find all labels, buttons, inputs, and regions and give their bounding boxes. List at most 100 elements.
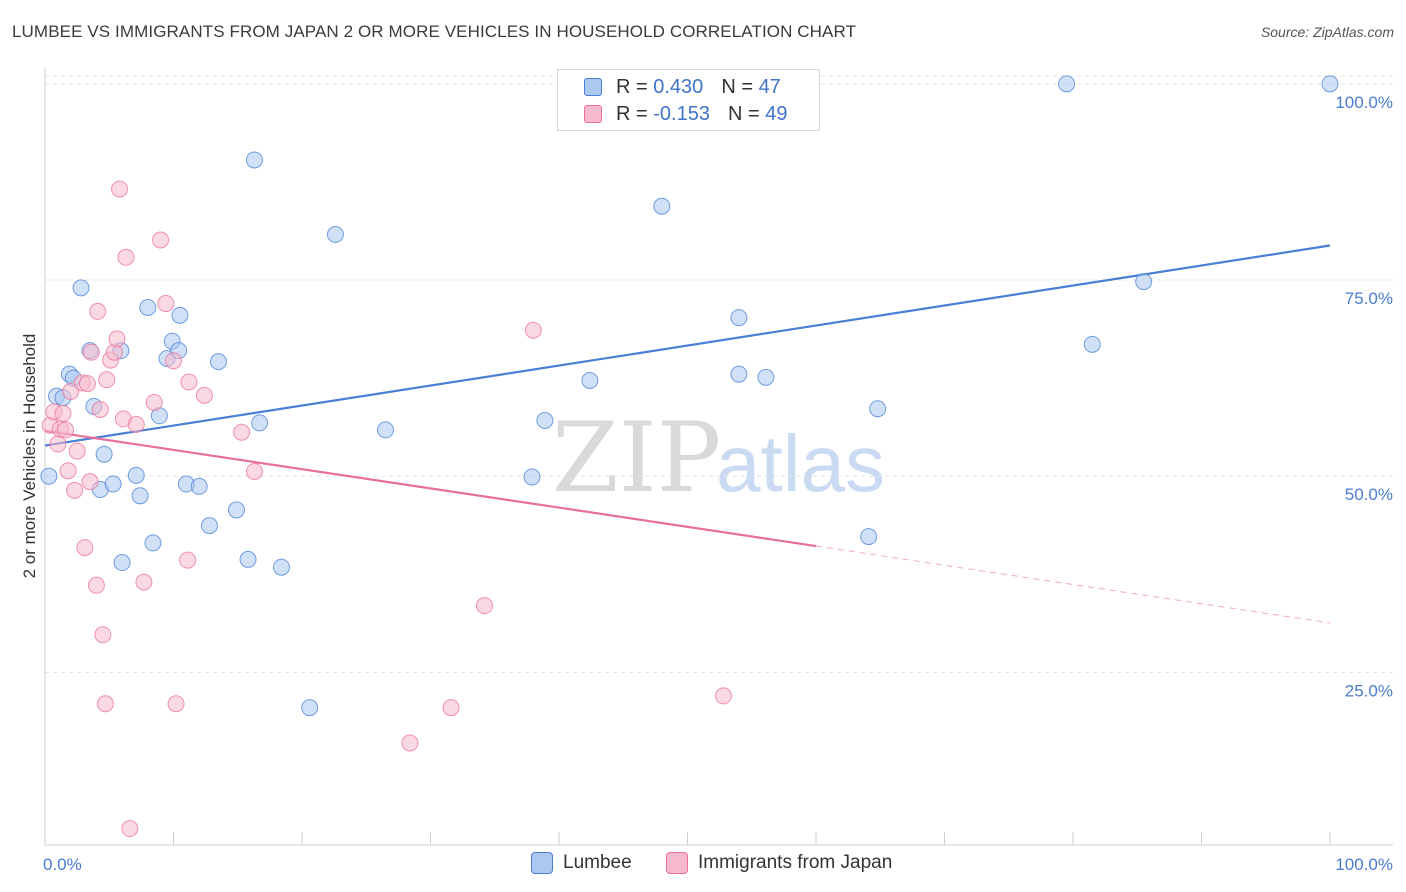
point-japan-37	[195, 386, 213, 404]
point-japan-17	[91, 400, 109, 418]
y-tick-label-50: 50.0%	[1345, 485, 1393, 504]
lumbee-swatch	[584, 78, 602, 96]
point-japan-27	[121, 820, 139, 838]
point-lumbee-45	[1135, 273, 1153, 291]
y-tick-label-100: 100.0%	[1335, 93, 1393, 112]
point-japan-4	[54, 404, 72, 422]
watermark: ZIP atlas	[552, 402, 885, 514]
point-japan-34	[167, 695, 185, 713]
point-japan-35	[179, 551, 197, 569]
point-lumbee-10	[104, 475, 122, 493]
point-lumbee-31	[301, 699, 319, 717]
japan-swatch	[584, 105, 602, 123]
point-lumbee-42	[869, 400, 887, 418]
point-japan-44	[714, 687, 732, 705]
x-tick-label-max: 100.0%	[1335, 855, 1393, 874]
r-label: R =	[616, 102, 648, 125]
point-lumbee-29	[251, 414, 269, 432]
point-japan-20	[98, 371, 116, 389]
legend-label: Immigrants from Japan	[698, 852, 893, 873]
y-tick-label-75: 75.0%	[1345, 289, 1393, 308]
point-japan-24	[111, 180, 129, 198]
point-japan-40	[401, 734, 419, 752]
point-lumbee-16	[144, 534, 162, 552]
trend-extension-japan	[815, 545, 1331, 624]
point-japan-38	[233, 423, 251, 441]
trend-line-lumbee	[44, 244, 1331, 447]
point-lumbee-43	[1058, 75, 1076, 93]
point-japan-39	[245, 462, 263, 480]
y-axis-label: 2 or more Vehicles in Household	[20, 334, 39, 579]
n-label: N =	[727, 102, 760, 125]
trend-lines	[44, 244, 1331, 624]
point-lumbee-35	[536, 411, 554, 429]
point-lumbee-41	[860, 528, 878, 546]
point-japan-41	[442, 699, 460, 717]
point-lumbee-25	[209, 353, 227, 371]
point-japan-42	[475, 597, 493, 615]
point-lumbee-21	[171, 306, 189, 324]
point-japan-31	[152, 231, 170, 249]
point-lumbee-26	[227, 501, 245, 519]
point-lumbee-40	[757, 368, 775, 386]
point-japan-9	[68, 442, 86, 460]
point-lumbee-13	[127, 466, 145, 484]
point-japan-26	[117, 248, 135, 266]
source-credit: Source: ZipAtlas.com	[1260, 24, 1394, 40]
chart-title: LUMBEE VS IMMIGRANTS FROM JAPAN 2 OR MOR…	[12, 22, 857, 41]
point-lumbee-36	[581, 371, 599, 389]
stats-legend: R = 0.430 N = 47 R = -0.153 N = 49	[557, 69, 820, 131]
point-japan-5	[57, 421, 75, 439]
point-lumbee-5	[72, 279, 90, 297]
point-japan-36	[180, 373, 198, 391]
point-lumbee-27	[239, 550, 257, 568]
point-lumbee-33	[377, 421, 395, 439]
watermark-zip: ZIP	[552, 402, 721, 514]
point-japan-30	[145, 393, 163, 411]
legend-item-lumbee[interactable]: Lumbee	[531, 852, 632, 874]
r-label: R =	[616, 75, 648, 98]
point-lumbee-46	[1321, 75, 1339, 93]
point-japan-12	[78, 375, 96, 393]
r-value: -0.153	[653, 102, 710, 125]
point-lumbee-34	[523, 468, 541, 486]
point-lumbee-12	[113, 554, 131, 572]
point-lumbee-39	[730, 365, 748, 383]
point-japan-33	[165, 352, 182, 370]
stats-row-japan: R = -0.153 N = 49	[584, 102, 787, 126]
lumbee-swatch	[531, 852, 553, 874]
watermark-atlas: atlas	[716, 419, 885, 508]
point-lumbee-15	[139, 298, 157, 316]
point-lumbee-44	[1083, 335, 1101, 353]
point-japan-18	[94, 626, 112, 644]
axes	[44, 68, 1393, 846]
point-lumbee-37	[653, 197, 671, 215]
y-tick-label-25: 25.0%	[1345, 681, 1393, 700]
point-japan-15	[87, 576, 105, 594]
data-points	[40, 75, 1339, 838]
point-japan-14	[82, 343, 100, 361]
point-lumbee-30	[272, 558, 290, 576]
point-lumbee-38	[730, 309, 748, 327]
point-japan-6	[59, 462, 77, 480]
x-tick-labels: 0.0% 100.0%	[43, 855, 1393, 874]
point-lumbee-23	[190, 477, 208, 495]
n-label: N =	[721, 75, 753, 98]
stats-row-lumbee: R = 0.430 N = 47	[584, 75, 781, 99]
point-japan-8	[66, 481, 84, 499]
point-japan-13	[81, 473, 99, 491]
gridlines	[45, 75, 1393, 673]
point-lumbee-28	[245, 151, 263, 169]
point-lumbee-14	[131, 487, 149, 505]
series-legend: Lumbee Immigrants from Japan	[0, 852, 1406, 878]
point-japan-32	[157, 295, 175, 313]
point-japan-2	[49, 435, 67, 453]
point-japan-23	[108, 330, 126, 348]
point-japan-19	[96, 695, 114, 713]
point-lumbee-0	[40, 467, 58, 485]
point-japan-28	[127, 415, 145, 433]
legend-item-japan[interactable]: Immigrants from Japan	[666, 852, 892, 874]
legend-label: Lumbee	[563, 852, 632, 873]
n-value: 49	[765, 102, 788, 125]
